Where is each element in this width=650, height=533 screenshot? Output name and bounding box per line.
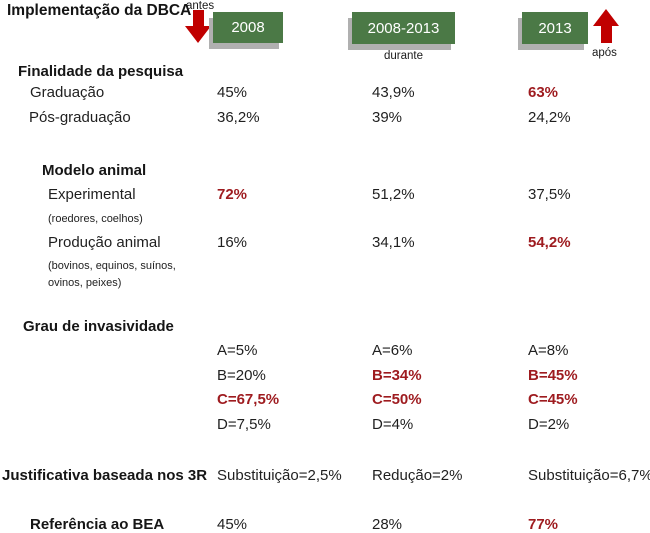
up-arrow-head (593, 9, 619, 26)
period-tag-antes: antes (186, 0, 215, 12)
value-cell: C=67,5% (217, 391, 280, 408)
value-cell: 34,1% (372, 234, 415, 251)
section-heading-finalidade: Finalidade da pesquisa (18, 63, 184, 80)
value-cell: 16% (217, 234, 248, 251)
value-cell: B=45% (528, 367, 578, 384)
value-cell: D=7,5% (217, 416, 271, 433)
value-cell: 45% (217, 84, 248, 101)
period-box-2008-2013-label: 2008-2013 (367, 19, 440, 37)
period-box-2008: 2008 (213, 12, 283, 43)
value-cell: Substituição=6,7% (528, 467, 650, 484)
value-cell: D=2% (528, 416, 570, 433)
down-arrow-icon (185, 10, 211, 43)
value-cell: C=45% (528, 391, 578, 408)
value-cell: A=5% (217, 342, 258, 359)
value-cell: 43,9% (372, 84, 415, 101)
row-label-experimental: Experimental (48, 186, 136, 203)
down-arrow-stem (192, 10, 204, 26)
value-cell: Redução=2% (372, 467, 463, 484)
page-title: Implementação da DBCA (7, 2, 192, 19)
value-cell: A=8% (528, 342, 569, 359)
row-note-experimental: (roedores, coelhos) (48, 213, 143, 225)
section-heading-referencia-bea: Referência ao BEA (30, 516, 165, 533)
up-arrow-icon (593, 9, 619, 43)
value-cell: 36,2% (217, 109, 260, 126)
period-tag-durante: durante (383, 50, 423, 62)
value-cell: 63% (528, 84, 559, 101)
value-cell: Substituição=2,5% (217, 467, 342, 484)
value-cell: 77% (528, 516, 559, 533)
value-cell: 51,2% (372, 186, 415, 203)
period-box-2013-label: 2013 (538, 19, 572, 37)
value-cell: 39% (372, 109, 403, 126)
period-tag-apos: após (592, 47, 617, 59)
period-box-2013: 2013 (522, 12, 588, 44)
value-cell: D=4% (372, 416, 414, 433)
period-box-2008-label: 2008 (231, 19, 265, 36)
section-heading-modelo-animal: Modelo animal (42, 162, 147, 179)
value-cell: B=20% (217, 367, 266, 384)
row-label-graduacao: Graduação (30, 84, 105, 101)
value-cell: 54,2% (528, 234, 571, 251)
row-label-pos-graduacao: Pós-graduação (29, 109, 131, 126)
section-heading-justificativa-3r: Justificativa baseada nos 3R (2, 467, 208, 484)
value-cell: 45% (217, 516, 248, 533)
value-cell: C=50% (372, 391, 422, 408)
value-cell: B=34% (372, 367, 422, 384)
row-note-producao-animal: (bovinos, equinos, suínos, ovinos, peixe… (48, 260, 176, 289)
down-arrow-head (185, 26, 211, 43)
period-box-2008-2013: 2008-2013 (352, 12, 455, 44)
value-cell: 24,2% (528, 109, 571, 126)
value-cell: 37,5% (528, 186, 571, 203)
up-arrow-stem (600, 26, 612, 43)
row-label-producao-animal: Produção animal (48, 234, 161, 251)
section-heading-grau-invasividade: Grau de invasividade (23, 318, 174, 335)
value-cell: 28% (372, 516, 403, 533)
value-cell: A=6% (372, 342, 413, 359)
value-cell: 72% (217, 186, 248, 203)
